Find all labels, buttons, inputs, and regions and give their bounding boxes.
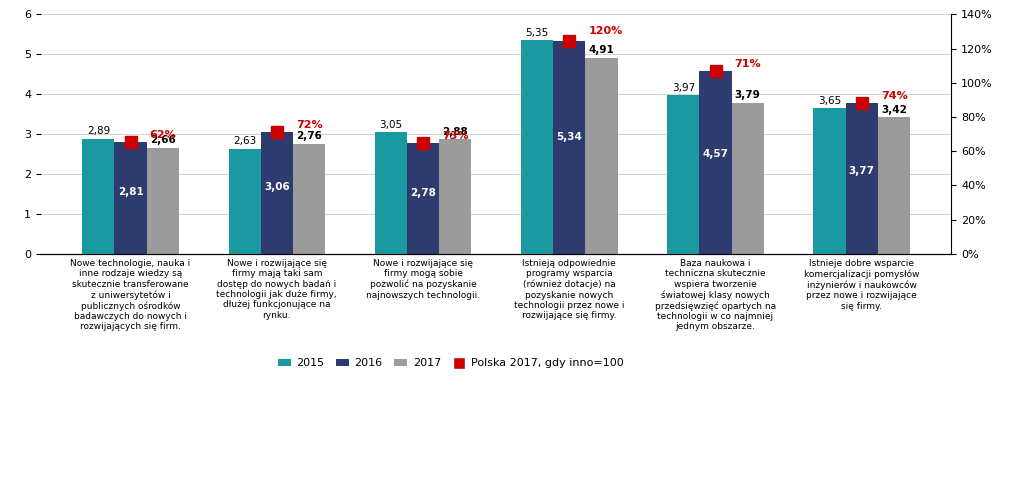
Bar xyxy=(228,149,261,254)
Text: 4,91: 4,91 xyxy=(588,46,615,56)
Bar xyxy=(553,41,585,254)
Text: 72%: 72% xyxy=(296,120,322,130)
Text: 3,79: 3,79 xyxy=(735,90,760,100)
Text: 71%: 71% xyxy=(735,59,761,69)
Bar xyxy=(878,117,910,254)
Bar xyxy=(667,95,700,254)
Text: 2,78: 2,78 xyxy=(410,188,436,198)
Text: 2,63: 2,63 xyxy=(233,137,256,147)
Text: 3,65: 3,65 xyxy=(818,96,841,106)
Bar xyxy=(293,144,325,254)
Bar xyxy=(82,138,115,254)
Text: 3,97: 3,97 xyxy=(672,83,695,93)
Bar xyxy=(374,132,407,254)
Text: 5,34: 5,34 xyxy=(557,132,582,142)
Bar xyxy=(439,139,472,254)
Text: 73%: 73% xyxy=(442,131,469,141)
Bar xyxy=(407,143,439,254)
Bar xyxy=(115,142,146,254)
Text: 3,06: 3,06 xyxy=(264,182,290,192)
Text: 2,66: 2,66 xyxy=(149,135,176,145)
Text: 120%: 120% xyxy=(588,26,623,36)
Legend: 2015, 2016, 2017, Polska 2017, gdy inno=100: 2015, 2016, 2017, Polska 2017, gdy inno=… xyxy=(273,354,628,373)
Text: 2,76: 2,76 xyxy=(296,131,322,141)
Text: 2,81: 2,81 xyxy=(118,187,143,197)
Text: 2,89: 2,89 xyxy=(87,126,110,136)
Text: 74%: 74% xyxy=(881,91,907,102)
Text: 4,57: 4,57 xyxy=(703,148,728,159)
Text: 3,77: 3,77 xyxy=(849,166,875,176)
Bar xyxy=(261,132,293,254)
Text: 3,42: 3,42 xyxy=(881,105,906,115)
Bar xyxy=(146,148,179,254)
Text: 2,88: 2,88 xyxy=(442,126,469,137)
Text: 3,05: 3,05 xyxy=(380,120,402,130)
Bar xyxy=(521,40,553,254)
Bar xyxy=(585,58,618,254)
Bar xyxy=(731,103,764,254)
Text: 62%: 62% xyxy=(149,130,176,140)
Bar xyxy=(813,108,846,254)
Bar xyxy=(846,103,878,254)
Bar xyxy=(700,71,731,254)
Text: 5,35: 5,35 xyxy=(526,28,548,38)
